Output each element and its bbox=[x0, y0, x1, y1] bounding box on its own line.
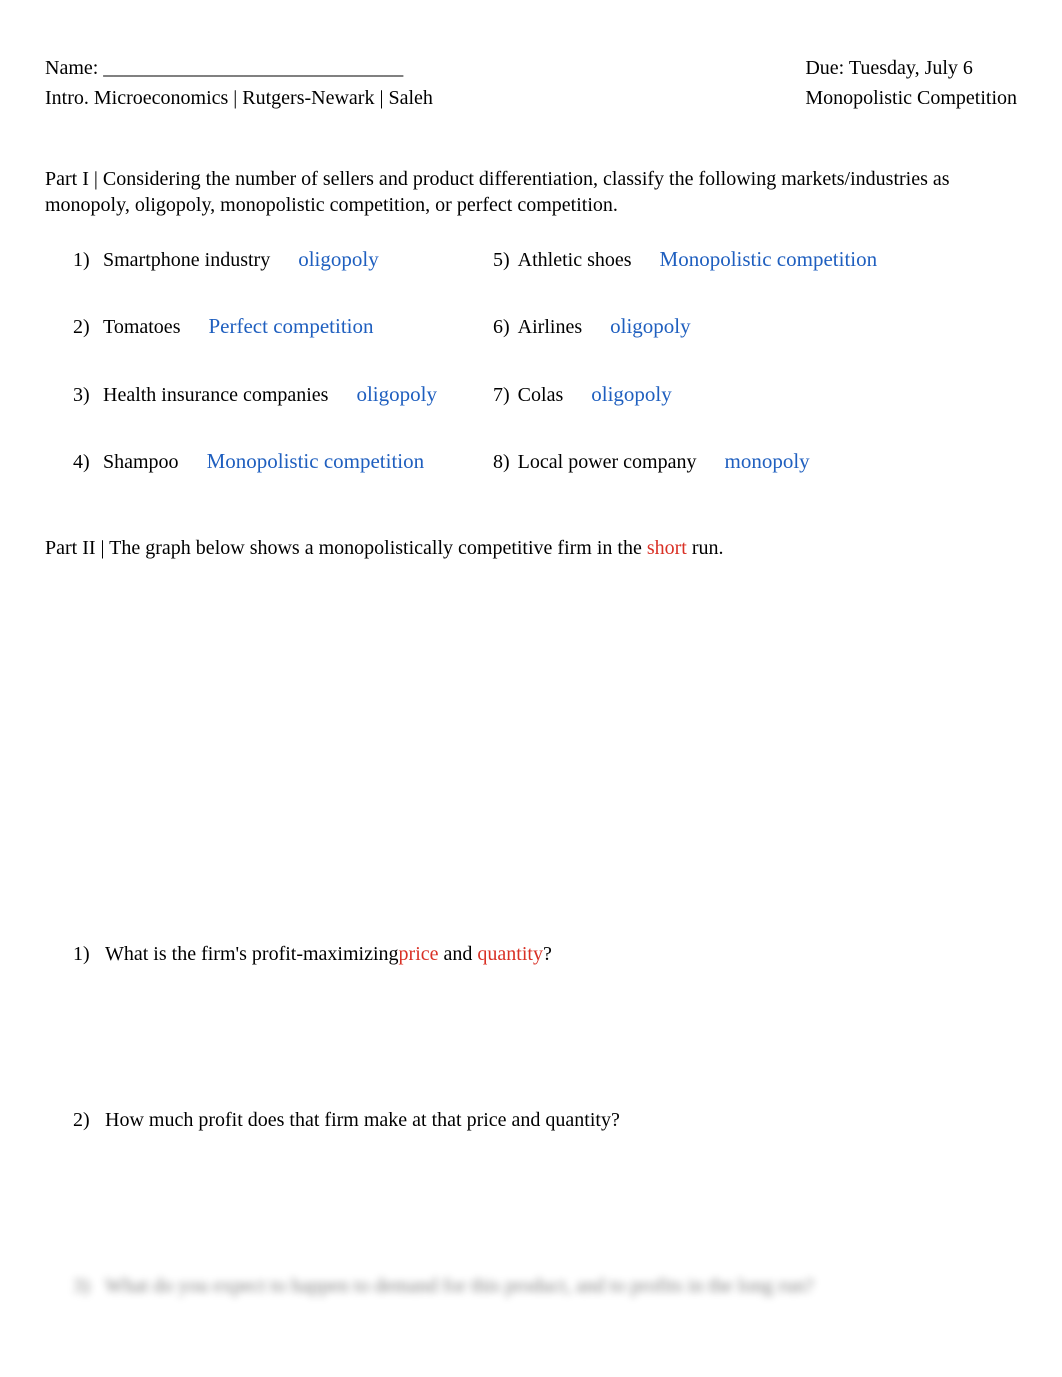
classification-item: 8) Local power company monopoly bbox=[493, 448, 810, 475]
item-answer: Perfect competition bbox=[208, 313, 373, 340]
item-label: Shampoo bbox=[103, 449, 179, 475]
item-label: Airlines bbox=[518, 314, 582, 340]
question-text: How much profit does that firm make at t… bbox=[105, 1107, 620, 1133]
item-label: Health insurance companies bbox=[103, 382, 328, 408]
item-number: 1) bbox=[73, 247, 95, 273]
document-header: Name: ______________________________ Int… bbox=[45, 55, 1017, 111]
q1-mid: and bbox=[439, 943, 478, 965]
item-label: Local power company bbox=[518, 449, 697, 475]
item-label: Smartphone industry bbox=[103, 247, 270, 273]
item-answer: oligopoly bbox=[591, 381, 672, 408]
classification-item: 7) Colas oligopoly bbox=[493, 381, 672, 408]
item-answer: monopoly bbox=[725, 448, 810, 475]
q3-highlight: long run bbox=[738, 1275, 805, 1297]
item-number: 3) bbox=[73, 382, 95, 408]
name-field-label: Name: ______________________________ bbox=[45, 55, 433, 81]
item-number: 8) bbox=[493, 449, 510, 475]
course-info: Intro. Microeconomics | Rutgers-Newark |… bbox=[45, 85, 433, 111]
q3-suffix: ? bbox=[805, 1275, 814, 1297]
question-number: 2) bbox=[73, 1107, 95, 1133]
item-number: 5) bbox=[493, 247, 510, 273]
question-number: 1) bbox=[73, 941, 95, 967]
question-3-blurred: 3) What do you expect to happen to deman… bbox=[73, 1273, 1017, 1299]
classification-item: 1) Smartphone industry oligopoly bbox=[73, 246, 493, 273]
q1-red-price: price bbox=[399, 943, 439, 965]
part2-intro-prefix: Part II | The graph below shows a monopo… bbox=[45, 537, 642, 559]
part2-intro-highlight: short bbox=[647, 537, 687, 559]
header-left: Name: ______________________________ Int… bbox=[45, 55, 433, 111]
item-answer: oligopoly bbox=[610, 313, 691, 340]
classification-row: 3) Health insurance companies oligopoly … bbox=[73, 381, 1017, 408]
q1-suffix: ? bbox=[543, 943, 552, 965]
part2-intro: Part II | The graph below shows a monopo… bbox=[45, 535, 1017, 561]
topic-label: Monopolistic Competition bbox=[805, 85, 1017, 111]
item-answer: oligopoly bbox=[298, 246, 379, 273]
classification-row: 2) Tomatoes Perfect competition 6) Airli… bbox=[73, 313, 1017, 340]
item-label: Athletic shoes bbox=[518, 247, 632, 273]
item-number: 4) bbox=[73, 449, 95, 475]
part1-intro: Part I | Considering the number of selle… bbox=[45, 166, 1017, 218]
question-number: 3) bbox=[73, 1273, 95, 1299]
question-2: 2) How much profit does that firm make a… bbox=[73, 1107, 1017, 1133]
header-right: Due: Tuesday, July 6 Monopolistic Compet… bbox=[805, 55, 1017, 111]
part2-questions: 1) What is the firm's profit-maximizingp… bbox=[45, 941, 1017, 1299]
classification-item: 4) Shampoo Monopolistic competition bbox=[73, 448, 493, 475]
due-date: Due: Tuesday, July 6 bbox=[805, 55, 1017, 81]
item-label: Tomatoes bbox=[103, 314, 180, 340]
classification-row: 1) Smartphone industry oligopoly 5) Athl… bbox=[73, 246, 1017, 273]
question-text: What do you expect to happen to demand f… bbox=[105, 1273, 814, 1299]
item-answer: Monopolistic competition bbox=[660, 246, 878, 273]
classification-grid: 1) Smartphone industry oligopoly 5) Athl… bbox=[45, 246, 1017, 475]
item-number: 2) bbox=[73, 314, 95, 340]
part2-intro-suffix: run. bbox=[692, 537, 724, 559]
question-text: What is the firm's profit-maximizingpric… bbox=[105, 941, 552, 967]
item-answer: oligopoly bbox=[356, 381, 437, 408]
classification-item: 6) Airlines oligopoly bbox=[493, 313, 691, 340]
classification-item: 5) Athletic shoes Monopolistic competiti… bbox=[493, 246, 877, 273]
q1-red-quantity: quantity bbox=[477, 943, 543, 965]
question-1: 1) What is the firm's profit-maximizingp… bbox=[73, 941, 1017, 967]
classification-item: 3) Health insurance companies oligopoly bbox=[73, 381, 493, 408]
classification-row: 4) Shampoo Monopolistic competition 8) L… bbox=[73, 448, 1017, 475]
item-answer: Monopolistic competition bbox=[207, 448, 425, 475]
q1-prefix: What is the firm's profit-maximizing bbox=[105, 943, 399, 965]
item-number: 6) bbox=[493, 314, 510, 340]
item-number: 7) bbox=[493, 382, 510, 408]
item-label: Colas bbox=[518, 382, 564, 408]
classification-item: 2) Tomatoes Perfect competition bbox=[73, 313, 493, 340]
q3-prefix: What do you expect to happen to demand f… bbox=[105, 1275, 733, 1297]
